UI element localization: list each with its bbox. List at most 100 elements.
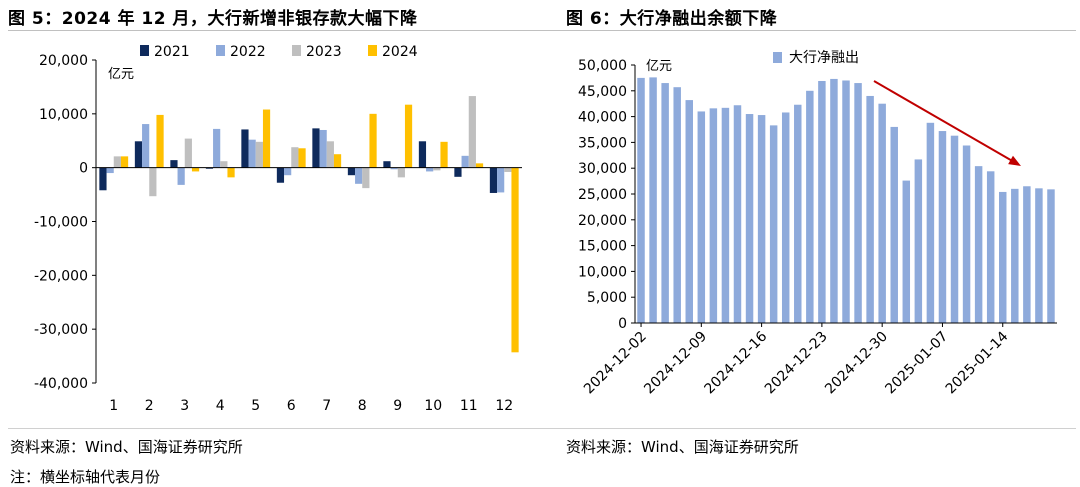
y-tick-label: 20,000: [578, 213, 627, 229]
fig5-title: 图 5：2024 年 12 月，大行新增非银存款大幅下降: [8, 9, 418, 29]
bar-2023-m5: [255, 141, 263, 168]
bar-0: [637, 77, 645, 324]
bar-2023-m11: [468, 96, 476, 168]
bar-2023-m7: [326, 141, 334, 168]
title-divider: [8, 30, 1076, 31]
y-tick-label: 0: [618, 316, 627, 332]
bar-31: [1011, 188, 1019, 323]
bar-28: [974, 166, 983, 323]
bar-2024-m9: [404, 104, 413, 168]
y-tick-label: 10,000: [39, 107, 88, 123]
y-tick-label: 25,000: [578, 187, 627, 203]
bar-15: [818, 80, 826, 323]
bar-2021-m5: [241, 129, 249, 168]
y-tick-label: -20,000: [34, 268, 88, 284]
y-tick-label: 35,000: [578, 135, 627, 151]
bar-2021-m6: [276, 167, 285, 183]
bar-2022-m2: [142, 124, 150, 168]
bar-2024-m8: [369, 113, 377, 168]
bar-2024-m2: [156, 114, 164, 168]
x-tick-label: 5: [251, 398, 260, 414]
bar-2023-m3: [184, 138, 192, 168]
bar-2022-m8: [355, 167, 363, 184]
bar-2024-m7: [333, 154, 342, 168]
bar-2022-m4: [213, 128, 221, 168]
bar-33: [1035, 188, 1043, 323]
bar-2022-m10: [426, 167, 434, 172]
bar-14: [806, 90, 814, 323]
bar-22: [902, 180, 911, 323]
bar-9: [745, 114, 754, 324]
bar-2024-m11: [475, 163, 484, 168]
legend-swatch-2023: [292, 45, 301, 56]
x-tick-label: 7: [322, 398, 331, 414]
bar-24: [926, 122, 935, 324]
x-tick-label: 1: [109, 398, 118, 414]
x-tick-label: 2024-12-23: [762, 329, 831, 398]
y-tick-label: -10,000: [34, 215, 88, 231]
fig6-source: 资料来源：Wind、国海证券研究所: [566, 438, 799, 456]
bar-2022-m9: [390, 167, 398, 170]
fig6-chart: 50,000 45,000 40,000 35,000 30,000 25,000 20,0…: [578, 50, 1057, 398]
bar-2023-m2: [149, 167, 157, 197]
bar-2022-m5: [248, 139, 256, 168]
legend-label-2022: 2022: [230, 44, 266, 60]
legend-label-2021: 2021: [154, 44, 190, 60]
bar-2021-m7: [312, 128, 320, 168]
bar-2: [661, 83, 669, 323]
x-tick-label: 2024-12-16: [702, 328, 771, 397]
legend-label-2024: 2024: [382, 44, 418, 60]
bar-19: [866, 95, 874, 324]
y-tick-label: 30,000: [578, 161, 627, 177]
source-divider: [8, 428, 1076, 429]
fig5-source: 资料来源：Wind、国海证券研究所: [10, 438, 243, 456]
bar-1: [649, 77, 657, 323]
bar-2022-m11: [461, 155, 469, 168]
x-tick-label: 8: [358, 398, 367, 414]
bar-2024-m5: [262, 109, 271, 168]
bar-2022-m6: [284, 167, 292, 176]
legend-swatch-2022: [216, 45, 225, 56]
bar-2024-m12: [511, 167, 519, 353]
x-tick-label: 2024-12-30: [822, 329, 891, 398]
x-tick-label: 11: [460, 398, 478, 414]
y-tick-label: -40,000: [34, 376, 88, 392]
x-tick-label: 2024-12-09: [641, 329, 710, 398]
bar-2024-m6: [298, 148, 306, 168]
bar-21: [890, 126, 898, 323]
bar-12: [781, 112, 790, 323]
legend-swatch-2021: [140, 45, 149, 56]
x-tick-label: 4: [216, 398, 225, 414]
bar-11: [769, 125, 778, 323]
bar-20: [878, 103, 886, 323]
y-tick-label: 40,000: [578, 110, 627, 126]
fig6-title: 图 6：大行净融出余额下降: [566, 9, 778, 29]
bar-4: [685, 100, 693, 323]
bar-2023-m4: [220, 161, 228, 168]
x-tick-label: 2: [145, 398, 154, 414]
bar-30: [999, 191, 1007, 323]
bar-2022-m7: [319, 129, 327, 168]
bar-8: [733, 105, 742, 323]
bar-2021-m3: [170, 160, 178, 168]
y-tick-label: 15,000: [578, 239, 627, 255]
bar-10: [757, 115, 766, 323]
y-tick-label: 0: [79, 161, 88, 177]
y-tick-label: 20,000: [39, 53, 88, 69]
bar-27: [962, 145, 971, 323]
x-tick-label: 12: [495, 398, 513, 414]
bar-34: [1047, 189, 1055, 323]
bar-17: [842, 80, 850, 323]
bar-7: [721, 107, 730, 323]
bar-13: [794, 104, 802, 324]
unit-label: 亿元: [108, 67, 134, 82]
unit-label: 亿元: [646, 59, 672, 74]
bar-23: [914, 159, 923, 323]
x-tick-label: 2025-01-07: [882, 329, 951, 398]
x-tick-label: 10: [424, 398, 442, 414]
bar-5: [697, 111, 706, 323]
bar-2024-m3: [191, 167, 200, 172]
bar-2021-m9: [383, 161, 391, 168]
bar-16: [830, 78, 838, 323]
y-tick-label: -30,000: [34, 322, 88, 338]
